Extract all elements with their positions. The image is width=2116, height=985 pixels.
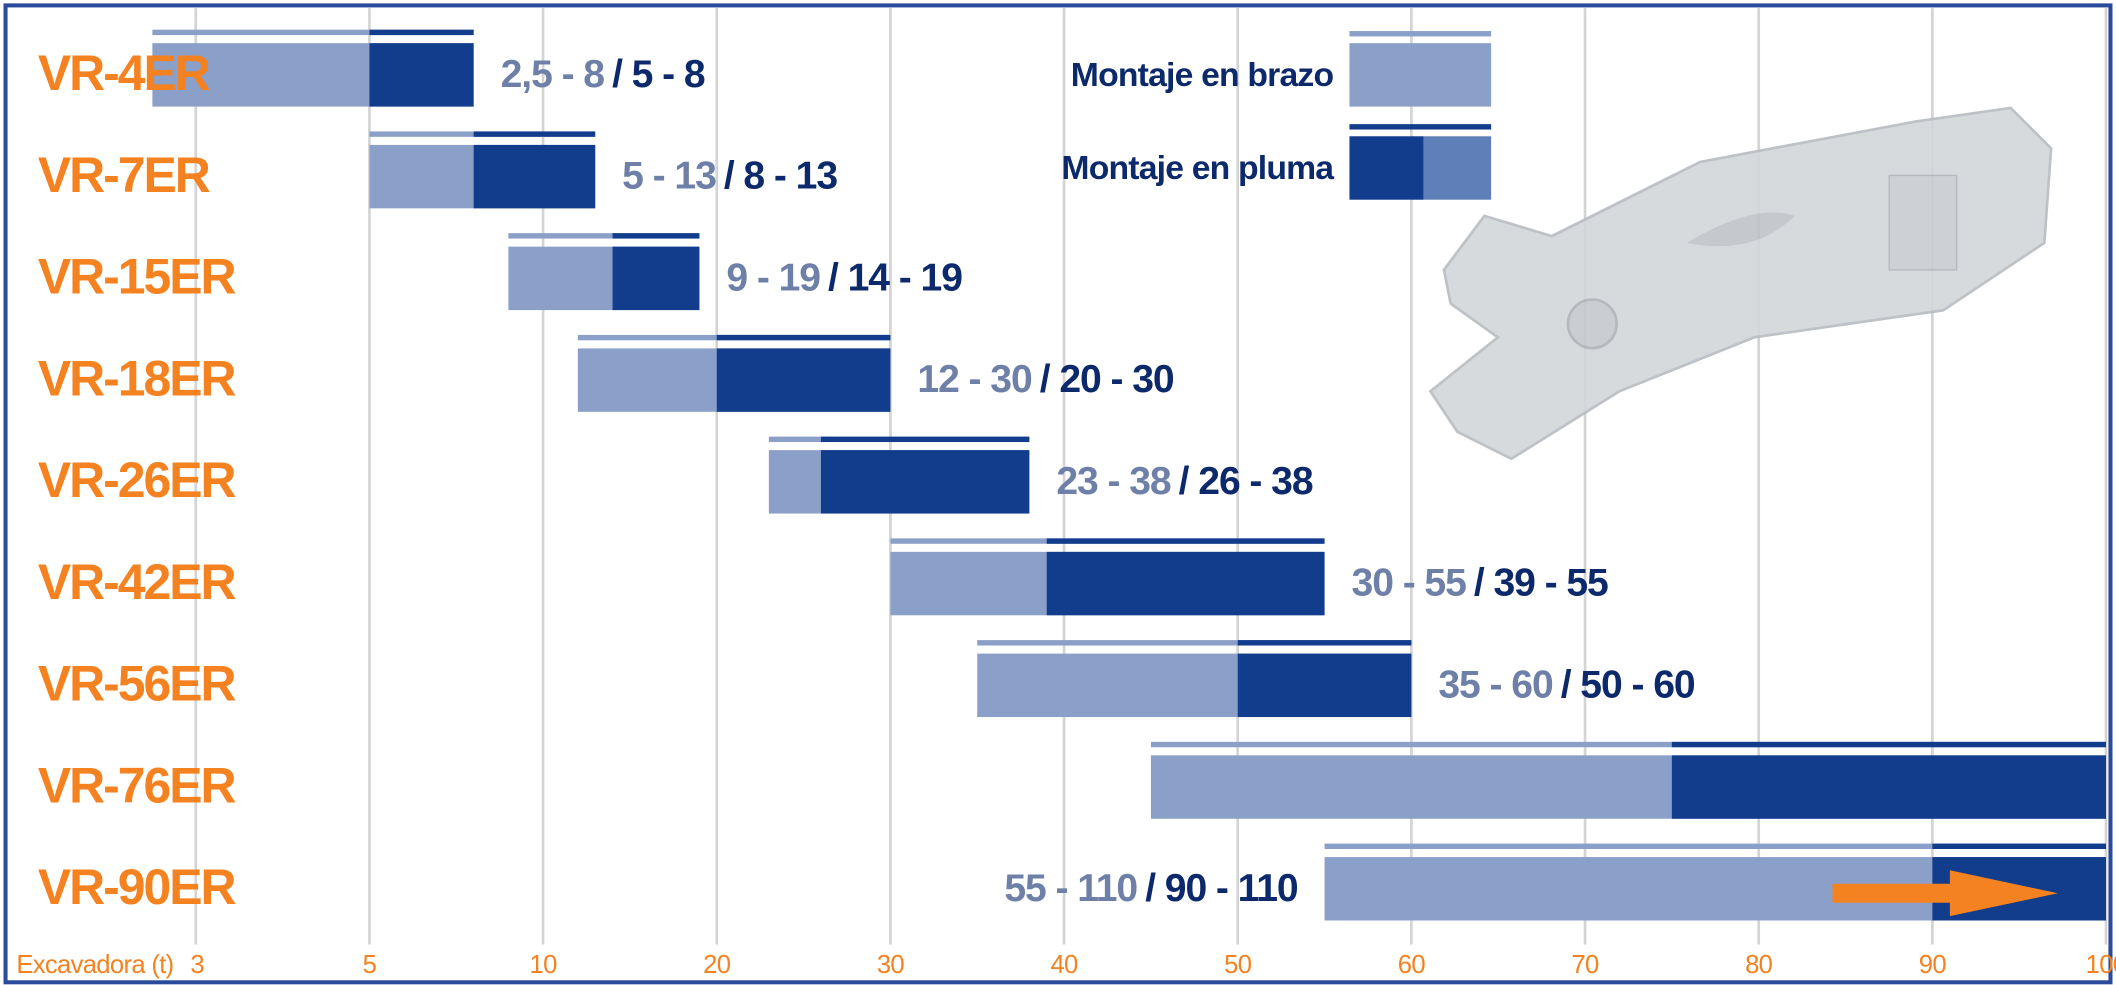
- legend-label: Montaje en pluma: [1061, 149, 1334, 187]
- value-label: 9 - 19: [726, 257, 820, 300]
- value-label: / 39 - 55: [1474, 562, 1608, 605]
- value-label: / 20 - 30: [1040, 358, 1174, 401]
- stripe: [1932, 843, 2107, 849]
- bar: [612, 246, 700, 311]
- value-label: 12 - 30: [917, 358, 1032, 401]
- value-label: / 5 - 8: [612, 53, 705, 96]
- stripe: [473, 131, 596, 137]
- bar: [473, 144, 596, 209]
- x-tick-label: 5: [363, 951, 377, 979]
- x-tick-label: 100: [2086, 951, 2116, 979]
- value-label: 30 - 55/ 39 - 55: [1352, 562, 1609, 605]
- value-label: / 26 - 38: [1179, 460, 1313, 503]
- value-label: 55 - 110: [1004, 867, 1137, 910]
- stripe: [1237, 640, 1412, 646]
- stripe: [152, 29, 474, 36]
- legend-swatch: [1349, 124, 1492, 130]
- bar: [820, 450, 1030, 514]
- legend-swatch: [1349, 31, 1492, 37]
- value-label: 5 - 13: [622, 155, 716, 198]
- value-label: / 90 - 110: [1145, 867, 1298, 910]
- stripe: [1046, 538, 1325, 544]
- category-label: VR-4ER: [38, 45, 211, 101]
- legend: Montaje en brazo Montaje en pluma: [1061, 31, 1492, 200]
- value-label: 9 - 19/ 14 - 19: [726, 257, 962, 300]
- value-label: 23 - 38/ 26 - 38: [1056, 460, 1313, 503]
- value-label: 2,5 - 8: [501, 53, 605, 96]
- bar: [1237, 653, 1412, 718]
- x-tick-label: 40: [1050, 951, 1078, 979]
- category-label: VR-90ER: [38, 859, 237, 915]
- category-label: VR-42ER: [38, 554, 237, 610]
- x-tick-label: 3: [190, 951, 204, 979]
- x-tick-label: 60: [1398, 951, 1426, 979]
- x-tick-label: 10: [530, 951, 558, 979]
- x-tick-label: 90: [1919, 951, 1947, 979]
- x-tick-label: 50: [1224, 951, 1252, 979]
- stripe: [612, 233, 700, 239]
- stripe: [1324, 843, 2107, 849]
- stripe: [977, 640, 1412, 646]
- x-tick-label: 80: [1745, 951, 1773, 979]
- value-label: 55 - 110/ 90 - 110: [1004, 867, 1298, 910]
- category-label: VR-15ER: [38, 249, 237, 305]
- arrow: [1832, 870, 2058, 917]
- legend-swatch: [1423, 136, 1492, 200]
- value-label: 35 - 60: [1438, 664, 1553, 707]
- stripe: [820, 436, 1030, 443]
- legend-label: Montaje en brazo: [1071, 56, 1334, 94]
- bar: [1046, 551, 1325, 616]
- value-label: 35 - 60/ 50 - 60: [1438, 664, 1695, 707]
- bar: [369, 43, 474, 107]
- category-label: VR-76ER: [38, 757, 237, 813]
- x-tick-label: 30: [877, 951, 905, 979]
- category-label: VR-18ER: [38, 350, 237, 406]
- value-label: / 8 - 13: [724, 155, 837, 198]
- product-image: [1428, 106, 2053, 461]
- stripe: [1671, 741, 2107, 748]
- value-label: / 14 - 19: [828, 257, 962, 300]
- stripe: [508, 233, 700, 239]
- bar: [716, 348, 891, 412]
- value-label: 12 - 30/ 20 - 30: [917, 358, 1174, 401]
- x-tick-label: 70: [1571, 951, 1599, 979]
- legend-swatch: [1349, 43, 1492, 107]
- stripe: [369, 29, 474, 36]
- stripe: [716, 334, 891, 341]
- x-tick-label: 20: [703, 951, 731, 979]
- value-label: 30 - 55: [1352, 562, 1467, 605]
- value-label: 2,5 - 8/ 5 - 8: [501, 53, 705, 96]
- value-label: 5 - 13/ 8 - 13: [622, 155, 837, 198]
- category-label: VR-26ER: [38, 452, 237, 508]
- category-label: VR-56ER: [38, 656, 237, 712]
- x-axis-label: Excavadora (t): [16, 951, 173, 979]
- legend-swatch: [1349, 136, 1424, 200]
- value-label: / 50 - 60: [1561, 664, 1695, 707]
- stripe: [1150, 741, 2107, 748]
- value-label: 23 - 38: [1056, 460, 1171, 503]
- bar: [1671, 755, 2107, 819]
- category-label: VR-7ER: [38, 147, 211, 203]
